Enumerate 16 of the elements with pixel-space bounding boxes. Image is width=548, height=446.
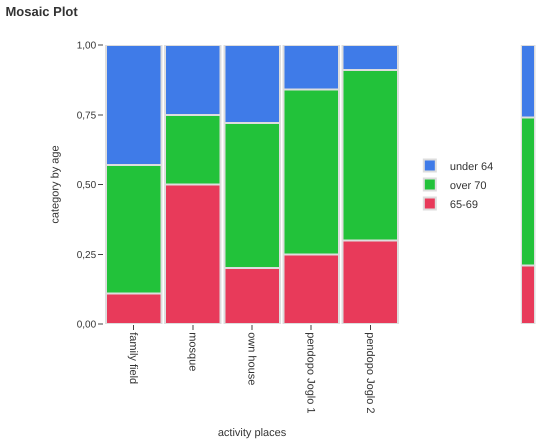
y-tick-label: 0,75 bbox=[76, 110, 97, 122]
x-tick-label: family field bbox=[127, 332, 140, 384]
legend-label: 65-69 bbox=[450, 198, 478, 211]
x-axis-title: activity places bbox=[218, 426, 287, 439]
x-tick-label: pendopo Joglo 2 bbox=[364, 332, 376, 414]
x-tick-label: mosque bbox=[186, 332, 198, 372]
chart-title: Mosaic Plot bbox=[5, 4, 78, 19]
y-tick-label: 0,25 bbox=[76, 250, 97, 261]
x-tick-label: own house bbox=[245, 332, 258, 386]
y-axis-title: category by age bbox=[49, 145, 62, 224]
y-tick-label: 1,00 bbox=[76, 40, 97, 52]
y-tick-label: 0,00 bbox=[76, 320, 97, 330]
y-tick-label: 0,50 bbox=[76, 180, 97, 191]
legend-label: under 64 bbox=[450, 160, 494, 173]
legend-label: over 70 bbox=[450, 180, 487, 192]
x-tick-label: pendopo Joglo 1 bbox=[304, 332, 317, 414]
